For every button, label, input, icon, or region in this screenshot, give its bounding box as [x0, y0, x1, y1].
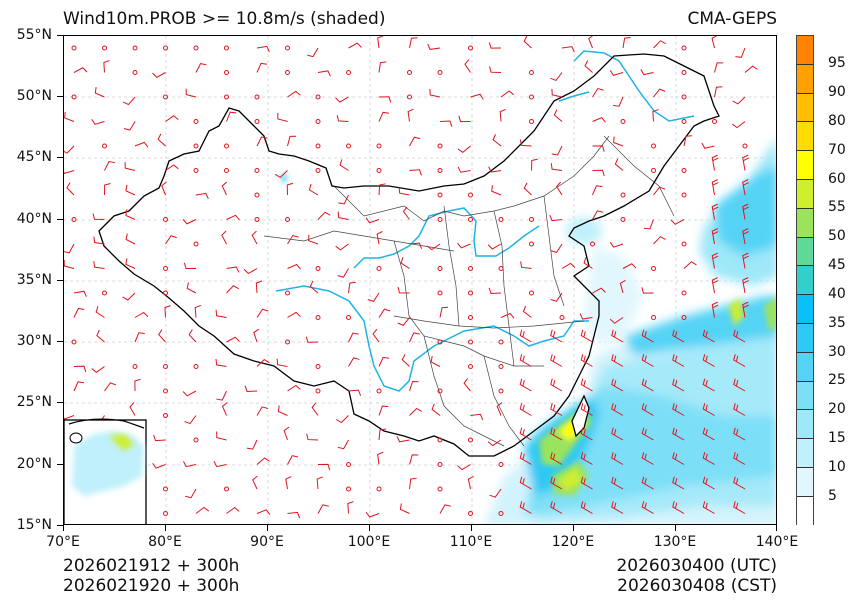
- colorbar-label: 30: [828, 344, 846, 360]
- y-tick: [57, 341, 63, 343]
- colorbar-segment: [797, 439, 813, 468]
- colorbar-label: 10: [828, 459, 846, 475]
- colorbar-segment: [797, 410, 813, 440]
- init-time-cst: 2026021920 + 300h: [63, 576, 240, 596]
- x-tick: [267, 525, 269, 531]
- map-canvas: [64, 36, 776, 524]
- valid-time-utc: 2026030400 (UTC): [616, 556, 777, 576]
- colorbar-label: 95: [828, 55, 846, 71]
- colorbar-label: 70: [828, 142, 846, 158]
- colorbar-label: 20: [828, 401, 846, 417]
- colorbar-segment: [797, 323, 813, 353]
- colorbar-label: 55: [828, 199, 846, 215]
- y-tick-label: 40°N: [16, 211, 52, 227]
- y-tick: [57, 219, 63, 221]
- province-borders: [263, 135, 675, 447]
- colorbar-segment: [797, 64, 813, 94]
- y-tick: [57, 464, 63, 466]
- valid-time-cst: 2026030408 (CST): [617, 576, 777, 596]
- colorbar-label: 45: [828, 257, 846, 273]
- colorbar-label: 15: [828, 430, 846, 446]
- y-tick-label: 15°N: [16, 517, 52, 533]
- y-tick: [57, 96, 63, 98]
- x-tick-label: 70°E: [46, 534, 80, 550]
- colorbar-label: 40: [828, 286, 846, 302]
- colorbar-label: 25: [828, 372, 846, 388]
- y-tick: [57, 157, 63, 159]
- colorbar-label: 80: [828, 113, 846, 129]
- x-tick: [63, 525, 65, 531]
- colorbar-segment: [797, 179, 813, 209]
- colorbar-segment: [797, 237, 813, 267]
- y-tick: [57, 402, 63, 404]
- y-tick-label: 50°N: [16, 88, 52, 104]
- y-tick-label: 45°N: [16, 149, 52, 165]
- x-tick-label: 110°E: [449, 534, 493, 550]
- colorbar-segment: [797, 381, 813, 411]
- colorbar-segment: [797, 496, 813, 526]
- wind-barbs: [64, 36, 758, 519]
- colorbar-segment: [797, 266, 813, 296]
- colorbar-segment: [797, 467, 813, 497]
- colorbar: [796, 35, 814, 526]
- colorbar-segment: [797, 208, 813, 238]
- map-plot-area: [63, 35, 777, 525]
- x-tick: [675, 525, 677, 531]
- colorbar-segment: [797, 352, 813, 382]
- colorbar-label: 5: [828, 488, 837, 504]
- y-tick-label: 55°N: [16, 27, 52, 43]
- model-name: CMA-GEPS: [687, 9, 777, 29]
- x-tick-label: 130°E: [653, 534, 697, 550]
- valid-time: 2026030400 (UTC) 2026030408 (CST): [616, 556, 777, 596]
- colorbar-label: 35: [828, 315, 846, 331]
- x-tick-label: 100°E: [347, 534, 391, 550]
- chart-title: Wind10m.PROB >= 10.8m/s (shaded): [63, 9, 386, 29]
- rivers: [275, 50, 695, 392]
- x-tick-label: 90°E: [250, 534, 284, 550]
- x-tick: [573, 525, 575, 531]
- colorbar-label: 90: [828, 84, 846, 100]
- x-tick: [165, 525, 167, 531]
- y-tick: [57, 35, 63, 37]
- y-tick-label: 35°N: [16, 272, 52, 288]
- colorbar-segment: [797, 122, 813, 152]
- probability-shading: [484, 138, 776, 524]
- colorbar-segment: [797, 36, 813, 65]
- init-time-utc: 2026021912 + 300h: [63, 556, 240, 576]
- x-tick: [471, 525, 473, 531]
- y-tick-label: 20°N: [16, 456, 52, 472]
- x-tick-label: 80°E: [148, 534, 182, 550]
- x-tick-label: 120°E: [551, 534, 595, 550]
- y-tick: [57, 280, 63, 282]
- x-tick: [369, 525, 371, 531]
- y-tick-label: 30°N: [16, 333, 52, 349]
- y-tick: [57, 525, 63, 527]
- colorbar-segment: [797, 93, 813, 123]
- colorbar-segment: [797, 151, 813, 180]
- y-tick-label: 25°N: [16, 394, 52, 410]
- colorbar-label: 60: [828, 171, 846, 187]
- colorbar-label: 50: [828, 228, 846, 244]
- x-tick-label: 140°E: [755, 534, 799, 550]
- inset-map: [64, 418, 147, 524]
- colorbar-segment: [797, 295, 813, 324]
- init-time: 2026021912 + 300h 2026021920 + 300h: [63, 556, 239, 596]
- x-tick: [776, 525, 778, 531]
